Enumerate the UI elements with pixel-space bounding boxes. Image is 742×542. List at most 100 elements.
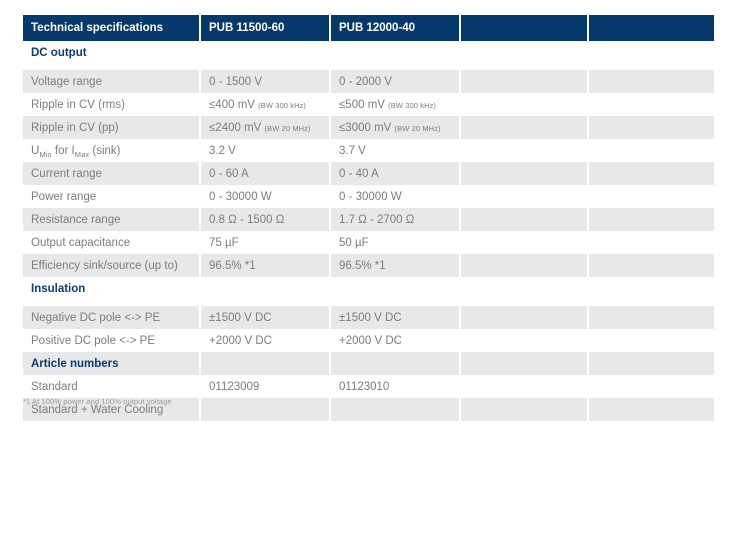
cell-value-empty-2 — [589, 375, 714, 398]
row-label: Negative DC pole <-> PE — [23, 306, 199, 329]
cell-value-model-2: 01123010 — [331, 375, 459, 398]
spacer-cell — [23, 300, 199, 306]
section-header-cell — [589, 277, 714, 300]
section-header-row: Insulation — [23, 277, 714, 300]
cell-value-model-1: ≤400 mV (BW 300 kHz) — [201, 93, 329, 116]
cell-value-model-2: 50 µF — [331, 231, 459, 254]
cell-value-model-2: ±1500 V DC — [331, 306, 459, 329]
section-header-row: Article numbers — [23, 352, 714, 375]
cell-value-empty-2 — [589, 139, 714, 162]
technical-specifications-table: Technical specifications PUB 11500-60 PU… — [21, 15, 716, 421]
section-header-cell — [461, 352, 587, 375]
cell-value-empty-2 — [589, 185, 714, 208]
cell-value-model-1: 75 µF — [201, 231, 329, 254]
cell-value-empty-2 — [589, 398, 714, 421]
row-label: Standard + Water Cooling — [23, 398, 199, 421]
cell-value-empty-1 — [461, 162, 587, 185]
cell-value-model-2 — [331, 398, 459, 421]
cell-value-main: ≤400 mV — [209, 98, 255, 111]
spacer-cell — [461, 300, 587, 306]
cell-value-model-1: 96.5% *1 — [201, 254, 329, 277]
section-header-cell — [201, 352, 329, 375]
cell-value-model-1: 0.8 Ω - 1500 Ω — [201, 208, 329, 231]
spacer-cell — [23, 64, 199, 70]
section-spacer — [23, 300, 714, 306]
cell-value-empty-2 — [589, 208, 714, 231]
cell-value-empty-1 — [461, 306, 587, 329]
cell-value-model-1: ±1500 V DC — [201, 306, 329, 329]
cell-value-model-1: 0 - 60 A — [201, 162, 329, 185]
spacer-cell — [201, 300, 329, 306]
cell-value-model-1: +2000 V DC — [201, 329, 329, 352]
cell-value-model-2: 0 - 2000 V — [331, 70, 459, 93]
cell-value-empty-2 — [589, 70, 714, 93]
spacer-cell — [331, 64, 459, 70]
table-row: Ripple in CV (rms) ≤400 mV (BW 300 kHz) ≤5… — [23, 93, 714, 116]
spacer-cell — [589, 64, 714, 70]
cell-value-empty-2 — [589, 231, 714, 254]
cell-value-empty-2 — [589, 306, 714, 329]
cell-value-model-1 — [201, 398, 329, 421]
row-label: Resistance range — [23, 208, 199, 231]
cell-value-model-2: 0 - 40 A — [331, 162, 459, 185]
cell-value-note: (BW 300 kHz) — [388, 100, 437, 110]
table-row: Standard 01123009 01123010 — [23, 375, 714, 398]
cell-value-note: (BW 300 kHz) — [258, 100, 307, 110]
row-label: Ripple in CV (rms) — [23, 93, 199, 116]
table-header: Technical specifications PUB 11500-60 PU… — [23, 15, 714, 41]
cell-value-model-2: 0 - 30000 W — [331, 185, 459, 208]
cell-value-empty-2 — [589, 93, 714, 116]
table-row: Negative DC pole <-> PE ±1500 V DC ±1500 V… — [23, 306, 714, 329]
cell-value-model-1: ≤2400 mV (BW 20 MHz) — [201, 116, 329, 139]
cell-value-empty-1 — [461, 93, 587, 116]
technical-specifications-table-container: Technical specifications PUB 11500-60 PU… — [21, 15, 714, 421]
table-row: UMin for IMax (sink) 3.2 V 3.7 V — [23, 139, 714, 162]
table-row: Output capacitance 75 µF 50 µF — [23, 231, 714, 254]
cell-value-empty-1 — [461, 375, 587, 398]
cell-value-model-1: 0 - 30000 W — [201, 185, 329, 208]
cell-value-model-2: +2000 V DC — [331, 329, 459, 352]
spacer-cell — [589, 300, 714, 306]
table-row: Resistance range 0.8 Ω - 1500 Ω 1.7 Ω - 27… — [23, 208, 714, 231]
table-row: Efficiency sink/source (up to) 96.5% *1 96… — [23, 254, 714, 277]
cell-value-empty-2 — [589, 116, 714, 139]
row-label: Positive DC pole <-> PE — [23, 329, 199, 352]
column-header-specification: Technical specifications — [23, 15, 199, 41]
cell-value-model-2: 1.7 Ω - 2700 Ω — [331, 208, 459, 231]
section-header-cell — [461, 41, 587, 64]
section-header-cell — [201, 41, 329, 64]
section-header-cell — [331, 352, 459, 375]
cell-value-empty-1 — [461, 70, 587, 93]
cell-value-empty-1 — [461, 208, 587, 231]
cell-value-model-1: 3.2 V — [201, 139, 329, 162]
table-row: Positive DC pole <-> PE +2000 V DC +2000 V… — [23, 329, 714, 352]
table-footnote: *1 At 100% power and 100% output voltage — [23, 397, 172, 406]
cell-value-note: (BW 20 MHz) — [394, 123, 441, 133]
row-label: Power range — [23, 185, 199, 208]
row-label: Ripple in CV (pp) — [23, 116, 199, 139]
row-label: Output capacitance — [23, 231, 199, 254]
section-title: DC output — [23, 41, 199, 64]
row-label: Voltage range — [23, 70, 199, 93]
section-spacer — [23, 64, 714, 70]
table-row: Standard + Water Cooling — [23, 398, 714, 421]
column-header-model-2: PUB 12000-40 — [331, 15, 459, 41]
cell-value-model-2: 3.7 V — [331, 139, 459, 162]
cell-value-main: ≤500 mV — [339, 98, 385, 111]
section-title: Insulation — [23, 277, 199, 300]
section-header-row: DC output — [23, 41, 714, 64]
cell-value-empty-1 — [461, 231, 587, 254]
cell-value-empty-1 — [461, 139, 587, 162]
row-label: Current range — [23, 162, 199, 185]
cell-value-model-2: ≤500 mV (BW 300 kHz) — [331, 93, 459, 116]
spacer-cell — [461, 64, 587, 70]
cell-value-note: (BW 20 MHz) — [264, 123, 311, 133]
cell-value-main: ≤3000 mV — [339, 121, 392, 134]
cell-value-model-2: 96.5% *1 — [331, 254, 459, 277]
row-label: Standard — [23, 375, 199, 398]
section-header-cell — [331, 277, 459, 300]
